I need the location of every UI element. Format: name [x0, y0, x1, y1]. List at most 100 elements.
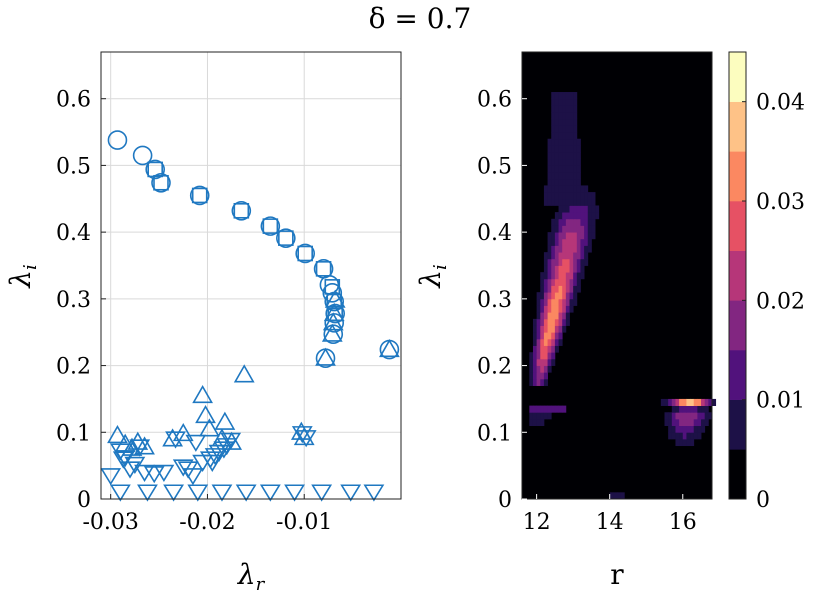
triangle-down-marker: [187, 484, 209, 502]
circle-marker: [322, 283, 343, 303]
heatmap-cell: [573, 185, 578, 193]
heatmap-cell: [540, 278, 545, 286]
heatmap-cell: [569, 178, 574, 186]
heatmap-cell: [569, 205, 574, 213]
heatmap-cell: [573, 105, 578, 113]
heatmap-cell: [569, 225, 574, 233]
heatmap-cell: [554, 285, 559, 293]
heatmap-cell: [547, 165, 552, 173]
heatmap-cell: [584, 252, 589, 260]
triangle-down-marker: [137, 484, 158, 502]
heatmap-cell: [671, 398, 676, 406]
heatmap-cell: [529, 372, 534, 380]
heatmap-cell: [565, 245, 570, 253]
heatmap-cell: [532, 332, 538, 340]
heatmap-cell: [573, 145, 578, 153]
heatmap-cell: [551, 158, 556, 166]
heatmap-cell: [554, 238, 559, 246]
heatmap-cell: [562, 305, 567, 313]
heatmap-cell: [573, 198, 578, 206]
heatmap-cell: [562, 265, 567, 273]
heatmap-cell: [551, 198, 556, 206]
heatmap-cell: [562, 205, 567, 213]
scatter-y-tick-label: 0.4: [56, 221, 91, 246]
circle-marker: [231, 200, 252, 221]
heatmap-cell: [554, 258, 559, 266]
heatmap-cell: [554, 225, 559, 233]
circle-marker: [323, 324, 344, 345]
heatmap-cell: [554, 332, 559, 340]
heatmap-cell: [576, 232, 581, 240]
heatmap-cell: [543, 292, 548, 300]
heatmap-cell: [573, 205, 578, 213]
heatmap-cell: [576, 158, 581, 166]
heatmap-cell: [671, 418, 676, 427]
heatmap-cell: [671, 425, 676, 433]
heatmap-cell: [554, 278, 559, 286]
triangle-down-marker: [119, 461, 141, 479]
heatmap-cell: [547, 365, 552, 373]
heatmap-cell: [576, 212, 581, 220]
heatmap-cell: [580, 272, 585, 280]
colorbar-level: [729, 52, 746, 102]
heatmap-cell: [551, 178, 556, 186]
scatter-y-tick-label: 0.1: [56, 421, 91, 446]
heatmap-cell: [554, 165, 559, 173]
heatmap-cell: [551, 332, 556, 340]
heatmap-cell: [671, 432, 676, 440]
heatmap-cell: [573, 172, 578, 180]
heatmap-panel: 12 14 16 0 0.1 0.2 0.3 0.4 0.5 0.6 r λi: [414, 51, 717, 591]
heatmap-cell: [540, 358, 545, 366]
heatmap-cell: [591, 198, 596, 206]
heatmap-cell: [551, 98, 556, 106]
scatter-x-tick-label: -0.03: [82, 510, 138, 535]
heatmap-cell: [562, 132, 567, 140]
heatmap-cell: [532, 365, 538, 373]
heatmap-cell: [576, 152, 581, 160]
heatmap-cell: [576, 218, 581, 226]
heatmap-cell: [565, 205, 570, 213]
heatmap-cell: [584, 245, 589, 253]
heatmap-cell: [558, 152, 563, 160]
heatmap-cell: [576, 272, 581, 280]
heatmap-cell: [576, 245, 581, 253]
heatmap-cell: [551, 125, 556, 133]
triangle-up-marker: [134, 436, 155, 455]
heatmap-cell: [576, 285, 581, 293]
heatmap-cell: [565, 312, 570, 320]
heatmap-cell: [565, 252, 570, 260]
heatmap-cell: [584, 192, 589, 200]
triangle-up-marker: [233, 364, 255, 383]
heatmap-cell: [569, 138, 574, 146]
heatmap-cell: [543, 298, 548, 306]
heatmap-cell: [697, 425, 702, 433]
heatmap-cell: [551, 225, 556, 233]
heatmap-cell: [547, 285, 552, 293]
heatmap-cell: [558, 265, 563, 273]
heatmap-cell: [562, 318, 567, 326]
heatmap-cell: [573, 112, 578, 120]
colorbar-frame: [728, 51, 747, 500]
heatmap-cell: [547, 138, 552, 146]
heatmap-cell: [543, 185, 548, 193]
heatmap-cell: [573, 292, 578, 300]
heatmap-cell: [569, 232, 574, 240]
heatmap-cell: [554, 272, 559, 280]
triangle-down-marker: [291, 426, 313, 444]
heatmap-cell: [704, 405, 709, 413]
heatmap-cell: [536, 292, 541, 300]
heatmap-cell: [540, 298, 545, 306]
heatmap-cell: [569, 152, 574, 160]
circle-marker: [276, 228, 296, 248]
heatmap-cell: [675, 405, 680, 413]
heatmap-cell: [697, 418, 702, 427]
heatmap-cell: [562, 145, 567, 153]
heatmap-cell: [591, 205, 596, 213]
heatmap-cell: [547, 325, 552, 333]
heatmap-cell: [543, 325, 548, 333]
heatmap-cell: [529, 352, 534, 360]
heatmap-cell: [580, 205, 585, 213]
heatmap-cell: [540, 338, 545, 346]
heatmap-cell: [569, 252, 574, 260]
heatmap-cell: [554, 105, 559, 113]
